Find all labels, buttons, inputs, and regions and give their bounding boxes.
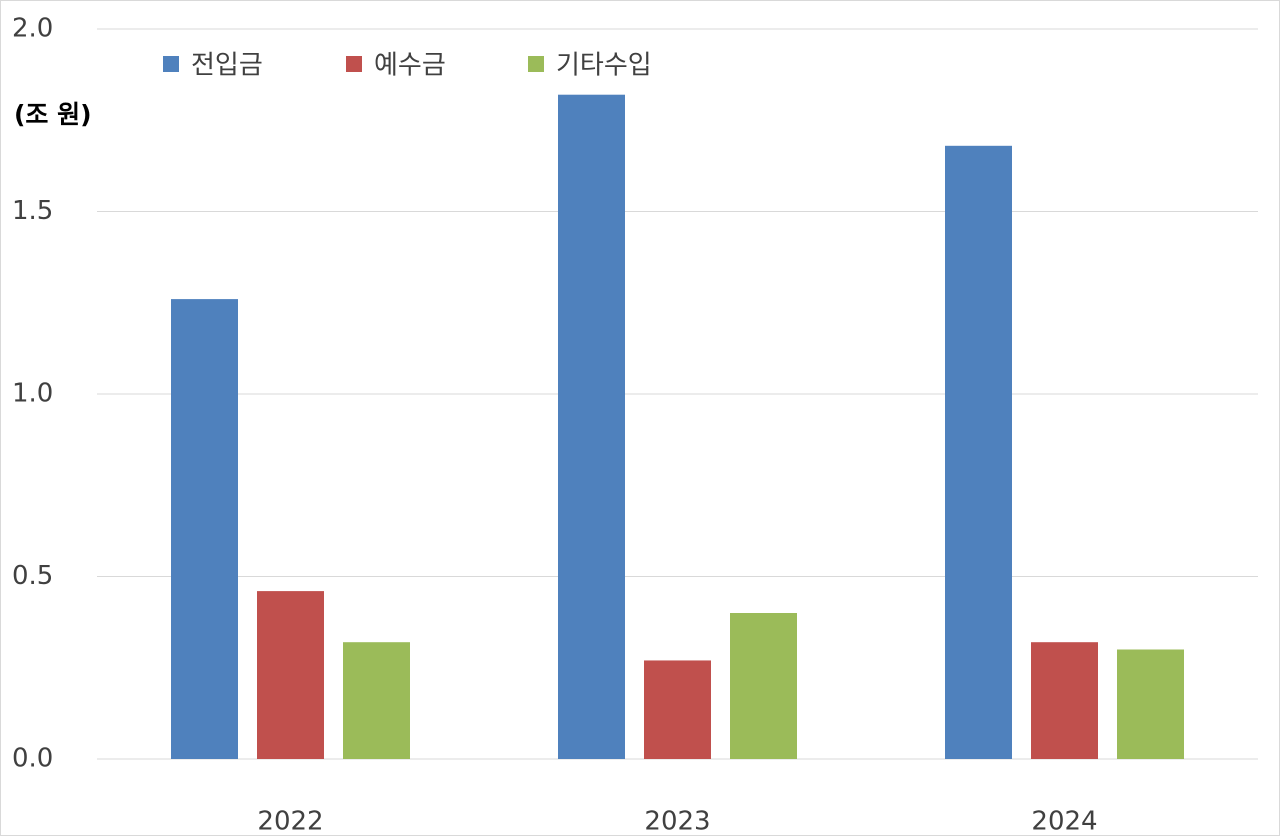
- bar: [644, 660, 711, 759]
- bar: [1117, 649, 1184, 759]
- y-tick-label: 0.0: [12, 744, 53, 774]
- x-tick-label: 2023: [644, 807, 710, 836]
- legend-swatch: [528, 56, 544, 72]
- x-tick-label: 2024: [1031, 807, 1097, 836]
- legend-swatch: [163, 56, 179, 72]
- legend-label: 기타수입: [556, 51, 652, 81]
- legend-label: 전입금: [191, 51, 263, 81]
- legend-swatch: [346, 56, 362, 72]
- legend-label: 예수금: [374, 51, 446, 81]
- y-tick-label: 0.5: [12, 561, 53, 591]
- x-tick-label: 2022: [257, 807, 323, 836]
- y-axis-label: (조 원): [14, 100, 92, 129]
- bar: [730, 613, 797, 759]
- bar: [945, 145, 1012, 760]
- y-tick-label: 1.5: [12, 196, 53, 226]
- bar: [257, 591, 324, 759]
- y-tick-label: 2.0: [12, 14, 53, 44]
- y-tick-label: 1.0: [12, 379, 53, 409]
- bar: [171, 299, 238, 759]
- bar: [1031, 642, 1098, 759]
- bar: [558, 94, 625, 759]
- bar: [343, 642, 410, 759]
